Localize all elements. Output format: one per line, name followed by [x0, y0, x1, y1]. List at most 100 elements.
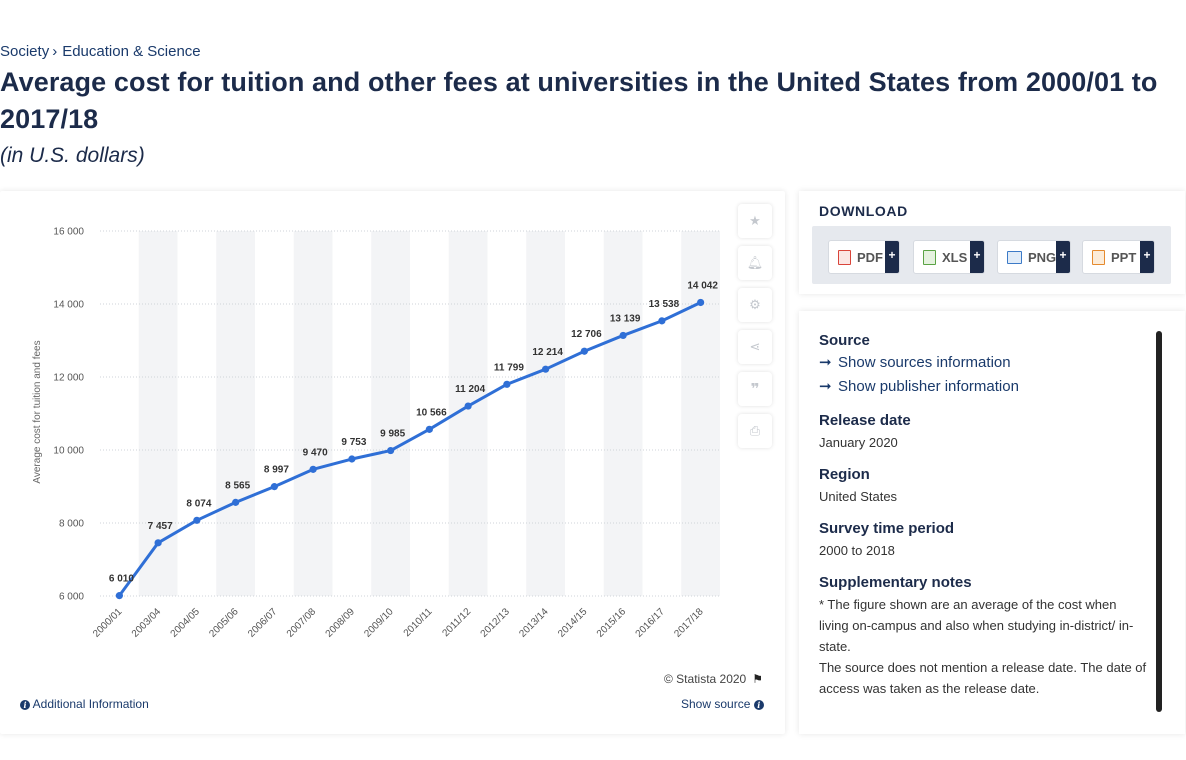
notify-button[interactable]: 🔔︎ — [738, 246, 772, 280]
settings-button[interactable]: ⚙ — [738, 288, 772, 322]
chart-band — [526, 231, 565, 596]
ppt-file-icon — [1092, 249, 1105, 265]
show-publisher-label: Show publisher information — [838, 378, 1019, 395]
plus-icon: + — [885, 241, 899, 273]
breadcrumb-society[interactable]: Society — [0, 43, 50, 60]
x-tick-label: 2009/10 — [362, 606, 396, 640]
y-tick-label: 16 000 — [53, 227, 84, 238]
show-source-label: Show source — [681, 697, 751, 711]
data-point[interactable] — [697, 298, 705, 307]
x-tick-label: 2007/08 — [285, 606, 319, 640]
show-publisher-link[interactable]: ➞ Show publisher information — [819, 375, 1149, 399]
download-png-label: PNG — [1028, 249, 1057, 265]
y-tick-label: 8 000 — [59, 519, 84, 530]
pdf-file-icon — [838, 249, 851, 265]
chart-band — [681, 231, 720, 596]
breadcrumb: Society › Education & Science — [0, 43, 201, 60]
chart-band — [371, 231, 410, 596]
copyright-label: © Statista 2020 — [664, 672, 747, 686]
page-subtitle: (in U.S. dollars) — [0, 144, 145, 167]
y-tick-label: 12 000 — [53, 373, 84, 384]
series-line — [117, 300, 703, 598]
breadcrumb-education-science[interactable]: Education & Science — [62, 43, 201, 60]
data-point[interactable] — [542, 365, 550, 373]
data-label: 8 074 — [186, 498, 211, 509]
supplementary-notes-text: * The figure shown are an average of the… — [819, 597, 1134, 654]
info-card: Source ➞ Show sources information ➞ Show p… — [799, 311, 1185, 734]
data-label: 12 706 — [571, 329, 602, 340]
x-tick-label: 2004/05 — [169, 606, 203, 640]
plus-icon: + — [1056, 241, 1070, 273]
x-tick-label: 2012/13 — [479, 606, 513, 640]
data-label: 11 799 — [494, 362, 524, 373]
png-file-icon — [1007, 250, 1022, 264]
x-tick-label: 2014/15 — [556, 606, 590, 640]
chart-card: 6 000 8 000 10 000 12 000 14 000 16 000 Avera… — [0, 191, 785, 734]
data-point[interactable] — [503, 380, 511, 388]
gear-icon: ⚙ — [749, 297, 761, 312]
cite-button[interactable]: ❞ — [738, 372, 772, 406]
x-tick-label: 2010/11 — [402, 606, 435, 639]
x-tick-label: 2003/04 — [130, 606, 164, 640]
share-icon: ⋖ — [749, 339, 761, 354]
x-tick-label: 2011/12 — [440, 606, 473, 639]
flag-icon[interactable]: ⚑ — [752, 672, 763, 686]
quote-icon: ❞ — [750, 381, 760, 398]
star-icon: ★ — [749, 213, 761, 228]
data-point[interactable] — [348, 455, 356, 463]
data-label: 12 214 — [532, 347, 563, 358]
download-xls-button[interactable]: XLS + — [913, 240, 985, 274]
data-point[interactable] — [658, 317, 666, 325]
download-ppt-button[interactable]: PPT + — [1082, 240, 1155, 274]
x-tick-label: 2006/07 — [246, 606, 280, 640]
supplementary-notes-heading: Supplementary notes — [819, 574, 972, 591]
download-card: DOWNLOAD PDF + XLS + PNG + PPT + — [799, 191, 1185, 294]
data-label: 10 566 — [416, 407, 447, 418]
favorite-button[interactable]: ★ — [738, 204, 772, 238]
show-sources-link[interactable]: ➞ Show sources information — [819, 351, 1149, 375]
region-heading: Region — [819, 466, 870, 483]
download-ppt-label: PPT — [1111, 249, 1137, 265]
print-button[interactable]: ⎙ — [738, 414, 772, 448]
data-point[interactable] — [115, 592, 123, 600]
y-axis-label: Average cost for tuition and fees — [32, 340, 43, 483]
data-point[interactable] — [270, 483, 278, 491]
share-button[interactable]: ⋖ — [738, 330, 772, 364]
additional-info-link[interactable]: i Additional Information — [20, 697, 149, 711]
data-label: 6 010 — [109, 574, 134, 585]
data-point[interactable] — [580, 347, 588, 355]
data-point[interactable] — [464, 402, 472, 410]
data-point[interactable] — [425, 425, 433, 433]
plus-icon: + — [1140, 241, 1154, 273]
data-label: 13 139 — [610, 313, 641, 324]
x-tick-label: 2005/06 — [207, 606, 241, 640]
data-point[interactable] — [232, 498, 240, 506]
plus-icon: + — [970, 241, 984, 273]
arrow-right-icon: ➞ — [819, 378, 832, 395]
data-point[interactable] — [387, 446, 395, 455]
xls-file-icon — [923, 249, 936, 265]
chart-tools: ★ 🔔︎ ⚙ ⋖ ❞ ⎙ — [738, 204, 772, 456]
data-point[interactable] — [309, 465, 317, 473]
release-date-value: January 2020 — [819, 435, 898, 450]
data-point[interactable] — [619, 331, 627, 340]
data-point[interactable] — [193, 516, 201, 524]
data-label: 13 538 — [649, 299, 680, 310]
info-icon: i — [20, 700, 30, 710]
data-point[interactable] — [154, 539, 162, 547]
show-sources-label: Show sources information — [838, 354, 1011, 371]
download-pdf-button[interactable]: PDF + — [828, 240, 900, 274]
download-png-button[interactable]: PNG + — [997, 240, 1071, 274]
download-xls-label: XLS — [942, 249, 968, 265]
y-tick-label: 14 000 — [53, 300, 84, 311]
show-source-link[interactable]: Show source i — [681, 697, 764, 711]
survey-period-value: 2000 to 2018 — [819, 543, 895, 558]
scrollbar[interactable] — [1156, 331, 1162, 712]
data-label: 11 204 — [455, 384, 485, 395]
data-label: 8 565 — [225, 480, 250, 491]
breadcrumb-separator: › — [52, 43, 58, 60]
page-title: Average cost for tuition and other fees … — [0, 67, 1158, 134]
bell-icon: 🔔︎ — [746, 255, 764, 270]
x-tick-label: 2000/01 — [91, 606, 125, 640]
y-tick-label: 10 000 — [53, 446, 84, 457]
